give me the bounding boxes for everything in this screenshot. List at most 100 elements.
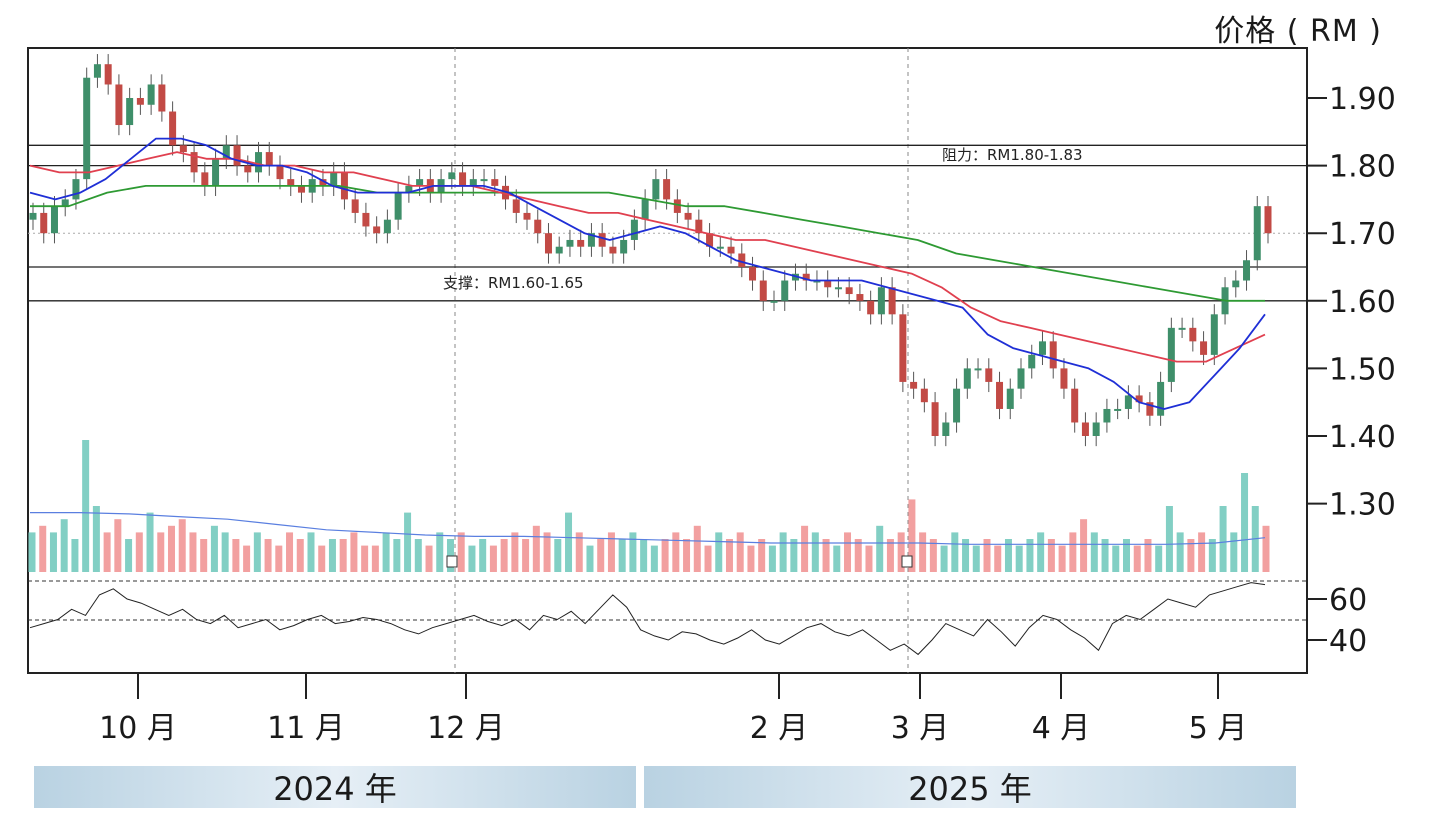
candle: [867, 300, 875, 315]
candle: [899, 314, 907, 382]
volume-bar: [876, 525, 884, 572]
volume-bar: [457, 532, 465, 572]
month-label: 4 月: [1032, 711, 1091, 746]
volume-bar: [125, 539, 133, 572]
candle: [910, 381, 918, 389]
candle: [1071, 388, 1079, 423]
candle: [201, 172, 209, 186]
candle: [727, 246, 735, 254]
candle: [373, 226, 381, 234]
candle: [147, 84, 155, 105]
volume-bar: [157, 532, 165, 572]
volume-bar: [339, 539, 347, 572]
volume-bar: [661, 539, 669, 572]
volume-bar: [683, 539, 691, 572]
candle: [158, 84, 166, 112]
candle: [684, 212, 692, 220]
ma-mid-line: [29, 151, 1266, 363]
volume-bar: [296, 539, 304, 572]
volume-bar: [146, 512, 154, 572]
volume-bar: [951, 532, 959, 572]
volume-bar: [1219, 506, 1227, 572]
candle: [212, 158, 220, 186]
candle: [319, 179, 327, 186]
candle: [29, 212, 37, 220]
volume-bar: [1187, 539, 1195, 572]
candle: [40, 212, 48, 234]
volume-bar: [28, 532, 36, 572]
volume-bar: [39, 525, 47, 572]
ma-short-line: [29, 137, 1266, 410]
volume-bar: [1047, 539, 1055, 572]
volume-bar: [768, 545, 776, 572]
volume-bar: [1241, 473, 1249, 572]
candle: [1189, 327, 1197, 342]
volume-bar: [1015, 545, 1023, 572]
event-marker: [446, 555, 458, 568]
candle: [555, 246, 563, 254]
volume-bar: [790, 539, 798, 572]
volume-bar: [167, 525, 175, 572]
candle: [759, 280, 767, 301]
volume-bar: [1144, 539, 1152, 572]
price-tick-label: 1.90: [1329, 82, 1396, 117]
month-label: 11 月: [267, 711, 345, 746]
candle: [115, 84, 123, 126]
volume-bar: [307, 532, 315, 572]
candle: [534, 219, 542, 234]
candle: [50, 206, 58, 234]
candle: [222, 145, 230, 159]
candle: [770, 300, 778, 303]
event-marker: [901, 555, 913, 568]
volume-bar: [425, 545, 433, 572]
month-label: 3 月: [891, 711, 950, 746]
volume-bar: [983, 539, 991, 572]
volume-bar: [253, 532, 261, 572]
volume-bar: [908, 499, 916, 572]
candle: [544, 233, 552, 254]
volume-bar: [479, 539, 487, 572]
month-label: 5 月: [1189, 711, 1248, 746]
volume-bar: [511, 532, 519, 572]
candle: [1124, 395, 1132, 409]
volume-bar: [725, 539, 733, 572]
candle: [749, 267, 757, 281]
price-tick-label: 1.40: [1329, 420, 1396, 455]
price-tick-label: 1.60: [1329, 285, 1396, 320]
volume-bar: [865, 545, 873, 572]
volume-bar: [82, 440, 90, 572]
candle: [802, 273, 810, 281]
volume-bar: [1176, 532, 1184, 572]
volume-bar: [693, 525, 701, 572]
candle: [1092, 422, 1100, 436]
candle: [1103, 408, 1111, 423]
volume-bar: [436, 532, 444, 572]
candle: [1038, 341, 1046, 355]
candle: [491, 179, 499, 186]
candle: [845, 287, 853, 295]
volume-bar: [940, 545, 948, 572]
year-2025-bar: 2025 年: [644, 766, 1296, 808]
volume-bar: [318, 545, 326, 572]
volume-bar: [586, 545, 594, 572]
candle: [469, 179, 477, 186]
candle: [738, 253, 746, 267]
candle: [416, 179, 424, 186]
candle: [1167, 327, 1175, 382]
candle: [1232, 280, 1240, 288]
volume-bar: [929, 539, 937, 572]
volume-bar: [1133, 545, 1141, 572]
volume-bar: [801, 525, 809, 572]
volume-bar: [618, 539, 626, 572]
volume-bar: [1112, 545, 1120, 572]
volume-bar: [393, 539, 401, 572]
volume-bar: [489, 545, 497, 572]
candle: [620, 239, 628, 254]
volume-bar: [640, 539, 648, 572]
candle: [265, 152, 273, 166]
candle: [297, 185, 305, 193]
volume-bar: [565, 512, 573, 572]
volume-bar: [1090, 532, 1098, 572]
candle: [781, 280, 789, 301]
